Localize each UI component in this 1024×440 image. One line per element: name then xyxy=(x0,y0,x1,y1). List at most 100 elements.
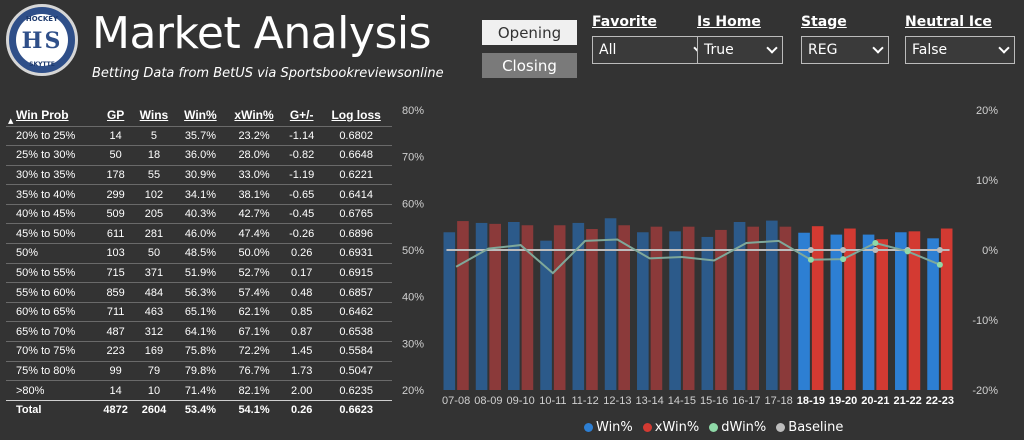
table-cell: 0.6857 xyxy=(320,282,392,303)
x-tick-label: 09-10 xyxy=(507,395,535,407)
dwin-point xyxy=(840,256,847,263)
table-row: 70% to 75% 223 169 75.8% 72.2% 1.45 0.5584 xyxy=(6,341,392,362)
table-cell: 2.00 xyxy=(283,380,321,401)
sort-ascending-icon: ▲ xyxy=(8,117,14,125)
x-tick-label: 13-14 xyxy=(636,395,664,407)
col-header-gp[interactable]: GP xyxy=(106,107,125,122)
y-left-tick-label: 20% xyxy=(402,385,424,397)
table-cell: 484 xyxy=(132,282,176,303)
hockey-skytte-logo: HOCKEY HS SKYTTE xyxy=(6,4,78,76)
win-prob-table: Win Prob GP Wins Win% xWin% G+/- Log los… xyxy=(6,104,392,420)
slicer-favorite-dropdown[interactable]: All xyxy=(592,36,710,64)
col-header-log-loss[interactable]: Log loss xyxy=(331,107,381,122)
y-right-tick-label: -10% xyxy=(972,315,998,327)
slicer-stage-value: REG xyxy=(808,42,838,58)
bar-xwin xyxy=(779,226,792,390)
legend-item-xwin[interactable]: xWin% xyxy=(642,420,700,435)
table-cell: 711 xyxy=(99,301,133,322)
table-cell: 312 xyxy=(132,321,176,342)
table-cell: 71.4% xyxy=(175,380,225,401)
table-cell: 40.3% xyxy=(175,203,225,224)
table-cell: -0.45 xyxy=(283,203,321,224)
bar-xwin xyxy=(811,226,824,390)
table-cell: 0.87 xyxy=(283,321,321,342)
legend-item-baseline[interactable]: Baseline xyxy=(776,420,843,435)
y-right-tick-label: 20% xyxy=(976,105,998,117)
table-row: 40% to 45% 509 205 40.3% 42.7% -0.45 0.6765 xyxy=(6,203,392,224)
page-subtitle: Betting Data from BetUS via Sportsbookre… xyxy=(92,66,444,81)
x-tick-label: 11-12 xyxy=(571,395,598,407)
opening-button[interactable]: Opening xyxy=(482,20,577,45)
table-cell: 0.6648 xyxy=(320,145,392,166)
table-row: 45% to 50% 611 281 46.0% 47.4% -0.26 0.6896 xyxy=(6,223,392,244)
bar-xwin xyxy=(521,225,534,390)
x-tick-label: 16-17 xyxy=(732,395,760,407)
legend-item-dwin[interactable]: dWin% xyxy=(709,420,766,435)
bar-xwin xyxy=(940,228,953,390)
col-header-xwin-pct[interactable]: xWin% xyxy=(234,107,274,122)
col-header-goal-diff[interactable]: G+/- xyxy=(289,107,314,122)
table-cell: 50% xyxy=(6,243,100,264)
table-row: 50% to 55% 715 371 51.9% 52.7% 0.17 0.6915 xyxy=(6,262,392,283)
table-cell: 55% to 60% xyxy=(6,282,100,303)
table-cell: -1.19 xyxy=(283,164,321,185)
table-row: 25% to 30% 50 18 36.0% 28.0% -0.82 0.6648 xyxy=(6,145,392,166)
table-cell: 223 xyxy=(99,341,133,362)
bar-xwin xyxy=(457,221,469,390)
slicer-is-home-dropdown[interactable]: True xyxy=(697,36,783,64)
table-cell: 50 xyxy=(132,243,176,264)
table-cell: 0.6462 xyxy=(320,301,392,322)
table-cell: 611 xyxy=(99,223,133,244)
table-total-cell: 4872 xyxy=(99,399,133,420)
bar-xwin xyxy=(844,228,856,390)
table-cell: -0.26 xyxy=(283,223,321,244)
table-cell: 487 xyxy=(99,321,133,342)
table-cell: 28.0% xyxy=(224,145,284,166)
baseline-point xyxy=(936,247,943,253)
y-left-tick-label: 40% xyxy=(402,292,424,304)
col-header-win-prob[interactable]: Win Prob xyxy=(16,107,69,122)
bar-win xyxy=(604,218,617,390)
table-cell: 0.5047 xyxy=(320,360,392,381)
table-cell: 67.1% xyxy=(224,321,284,342)
table-cell: 102 xyxy=(132,184,176,205)
table-cell: 50.0% xyxy=(224,243,284,264)
col-header-win-pct[interactable]: Win% xyxy=(184,107,217,122)
table-cell: -0.82 xyxy=(283,145,321,166)
x-tick-label: 10-11 xyxy=(539,395,566,407)
baseline-point xyxy=(840,247,847,253)
bar-win xyxy=(669,231,681,390)
table-cell: 46.0% xyxy=(175,223,225,244)
x-tick-label: 15-16 xyxy=(700,395,728,407)
table-cell: 48.5% xyxy=(175,243,225,264)
bar-xwin xyxy=(618,225,630,390)
legend-item-win[interactable]: Win% xyxy=(584,420,633,435)
bar-win xyxy=(572,222,585,390)
table-cell: 62.1% xyxy=(224,301,284,322)
table-cell: 35.7% xyxy=(175,125,225,146)
legend-label: xWin% xyxy=(654,420,700,435)
slicer-stage-dropdown[interactable]: REG xyxy=(801,36,889,64)
closing-button[interactable]: Closing xyxy=(482,53,577,78)
legend-label: dWin% xyxy=(721,420,767,435)
table-cell: 79.8% xyxy=(175,360,225,381)
legend-label: Baseline xyxy=(788,420,844,435)
slicer-neutral-ice-label: Neutral Ice xyxy=(905,14,992,30)
logo-bottom-text: SKYTTE xyxy=(29,61,55,68)
col-header-wins[interactable]: Wins xyxy=(139,107,169,122)
bar-xwin xyxy=(747,226,759,390)
bar-win xyxy=(637,232,649,390)
table-header-row: Win Prob GP Wins Win% xWin% G+/- Log los… xyxy=(6,104,392,126)
table-cell: 14 xyxy=(99,125,133,146)
table-cell: 0.6221 xyxy=(320,164,392,185)
dwin-point xyxy=(807,256,814,263)
slicer-neutral-ice-dropdown[interactable]: False xyxy=(905,36,1015,64)
table-row: 20% to 25% 14 5 35.7% 23.2% -1.14 0.6802 xyxy=(6,125,392,146)
dwin-point xyxy=(936,261,943,268)
table-cell: 42.7% xyxy=(224,203,284,224)
table-cell: 36.0% xyxy=(175,145,225,166)
table-total-row: Total 4872 2604 53.4% 54.1% 0.26 0.6623 xyxy=(6,399,392,420)
table-cell: 60% to 65% xyxy=(6,301,100,322)
logo-letters: HS xyxy=(21,28,63,54)
table-cell: 82.1% xyxy=(224,380,284,401)
